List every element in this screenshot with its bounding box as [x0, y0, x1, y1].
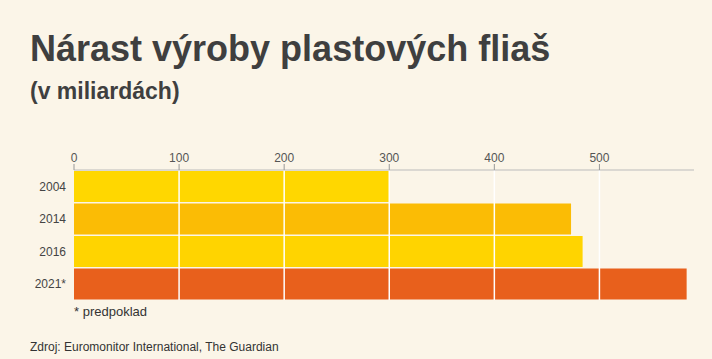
- svg-text:500: 500: [589, 151, 609, 165]
- svg-text:300: 300: [379, 151, 399, 165]
- html-text:Nárast výroby plastových fliaš: Nárast výroby plastových fliaš: [30, 28, 551, 69]
- svg-text:2021*: 2021*: [35, 277, 67, 291]
- svg-text:2016: 2016: [39, 245, 66, 259]
- svg-text:100: 100: [169, 151, 189, 165]
- html-text:Zdroj: Euromonitor Internation: Zdroj: Euromonitor International, The Gu…: [30, 340, 279, 354]
- svg-text:2004: 2004: [39, 180, 66, 194]
- svg-text:400: 400: [484, 151, 504, 165]
- svg-text:0: 0: [71, 151, 78, 165]
- html-text:* predpoklad: * predpoklad: [74, 304, 147, 319]
- svg-text:2014: 2014: [39, 212, 66, 226]
- html-text:(v miliardách): (v miliardách): [30, 78, 180, 104]
- svg-text:200: 200: [274, 151, 294, 165]
